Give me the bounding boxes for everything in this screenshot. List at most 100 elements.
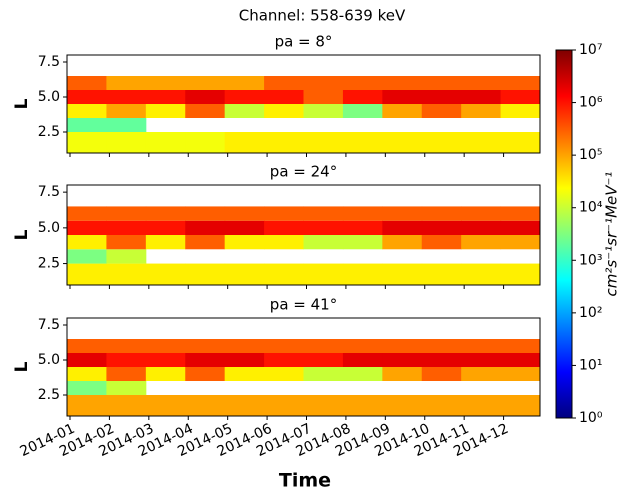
heat-cell bbox=[185, 353, 226, 367]
heat-cell bbox=[185, 263, 226, 285]
heat-cell bbox=[500, 353, 541, 367]
heat-cell bbox=[303, 76, 344, 90]
heat-cell bbox=[461, 367, 502, 381]
heat-cell bbox=[382, 367, 423, 381]
plot-frame bbox=[66, 54, 541, 154]
heat-cell bbox=[500, 206, 541, 221]
heat-cell bbox=[342, 235, 383, 250]
heat-cell bbox=[67, 381, 107, 395]
heat-cell bbox=[145, 235, 186, 250]
colorbar-tick-label: 10⁰ bbox=[579, 410, 603, 426]
heat-cell bbox=[224, 132, 265, 153]
heat-cell bbox=[303, 367, 344, 381]
heat-cell bbox=[342, 263, 383, 285]
heat-cell bbox=[67, 353, 107, 367]
colorbar-tick-label: 10² bbox=[579, 305, 602, 321]
heat-cell bbox=[421, 76, 462, 90]
heat-cell bbox=[342, 90, 383, 104]
heat-cell bbox=[264, 339, 304, 353]
heat-cell bbox=[67, 395, 107, 416]
heat-cell bbox=[382, 132, 423, 153]
heat-cell bbox=[342, 76, 383, 90]
y-tick-label: 7.5 bbox=[38, 317, 60, 333]
colorbar bbox=[555, 49, 573, 419]
heat-cell bbox=[382, 90, 423, 104]
heat-cell bbox=[185, 76, 226, 90]
heat-cell bbox=[461, 76, 502, 90]
heat-cell bbox=[185, 220, 226, 235]
heat-cell bbox=[106, 395, 147, 416]
y-axis-label: L bbox=[12, 229, 32, 240]
heat-cell bbox=[421, 395, 462, 416]
x-axis-label: Time bbox=[279, 470, 331, 492]
heat-cell bbox=[185, 132, 226, 153]
heat-cell bbox=[145, 353, 186, 367]
heat-cell bbox=[500, 90, 541, 104]
heat-cell bbox=[67, 220, 107, 235]
heat-cell bbox=[67, 367, 107, 381]
heat-cell bbox=[224, 76, 265, 90]
heat-cell bbox=[421, 339, 462, 353]
heat-cell bbox=[264, 367, 304, 381]
heat-cell bbox=[264, 104, 304, 118]
heat-cell bbox=[145, 206, 186, 221]
heat-cell bbox=[500, 263, 541, 285]
heat-cell bbox=[106, 381, 147, 395]
y-tick-label: 7.5 bbox=[38, 184, 60, 200]
heat-cell bbox=[500, 132, 541, 153]
heat-cell bbox=[67, 76, 107, 90]
colorbar-tick-label: 10⁷ bbox=[579, 42, 602, 58]
y-tick-label: 2.5 bbox=[38, 387, 60, 403]
heat-cell bbox=[224, 263, 265, 285]
heat-cell bbox=[185, 339, 226, 353]
heat-cell bbox=[500, 367, 541, 381]
heat-cell bbox=[382, 353, 423, 367]
heat-cell bbox=[421, 263, 462, 285]
heat-cell bbox=[106, 353, 147, 367]
y-tick-label: 7.5 bbox=[38, 54, 60, 70]
heat-cell bbox=[106, 263, 147, 285]
heat-cell bbox=[461, 263, 502, 285]
heat-cell bbox=[500, 76, 541, 90]
heat-cell bbox=[421, 132, 462, 153]
heat-cell bbox=[421, 367, 462, 381]
y-tick-label: 5.0 bbox=[38, 89, 60, 105]
heat-cell bbox=[461, 104, 502, 118]
heat-cell bbox=[382, 395, 423, 416]
heat-cell bbox=[145, 339, 186, 353]
heat-cell bbox=[67, 235, 107, 250]
heat-cell bbox=[224, 220, 265, 235]
heat-cell bbox=[382, 339, 423, 353]
heat-cell bbox=[303, 104, 344, 118]
heat-cell bbox=[303, 339, 344, 353]
heat-cell bbox=[224, 90, 265, 104]
heat-cell bbox=[421, 353, 462, 367]
heat-cell bbox=[106, 249, 147, 264]
colorbar-tick-label: 10⁶ bbox=[579, 95, 603, 111]
heat-cell bbox=[342, 132, 383, 153]
y-axis-label: L bbox=[12, 98, 32, 109]
heat-cell bbox=[106, 235, 147, 250]
heat-cell bbox=[303, 220, 344, 235]
heat-cell bbox=[145, 132, 186, 153]
heat-cell bbox=[500, 220, 541, 235]
heat-cell bbox=[185, 367, 226, 381]
heat-cell bbox=[106, 76, 147, 90]
heat-cell bbox=[421, 206, 462, 221]
heat-cell bbox=[67, 339, 107, 353]
heat-cell bbox=[264, 220, 304, 235]
heat-cell bbox=[264, 76, 304, 90]
heat-cell bbox=[342, 367, 383, 381]
heat-cell bbox=[500, 395, 541, 416]
heat-cell bbox=[264, 395, 304, 416]
heat-cell bbox=[382, 104, 423, 118]
heat-cell bbox=[500, 104, 541, 118]
heat-cell bbox=[421, 220, 462, 235]
heat-cell bbox=[382, 220, 423, 235]
heat-cell bbox=[342, 395, 383, 416]
plot-frame bbox=[66, 184, 541, 286]
heat-cell bbox=[145, 104, 186, 118]
heat-cell bbox=[461, 220, 502, 235]
y-tick-label: 2.5 bbox=[38, 256, 60, 272]
